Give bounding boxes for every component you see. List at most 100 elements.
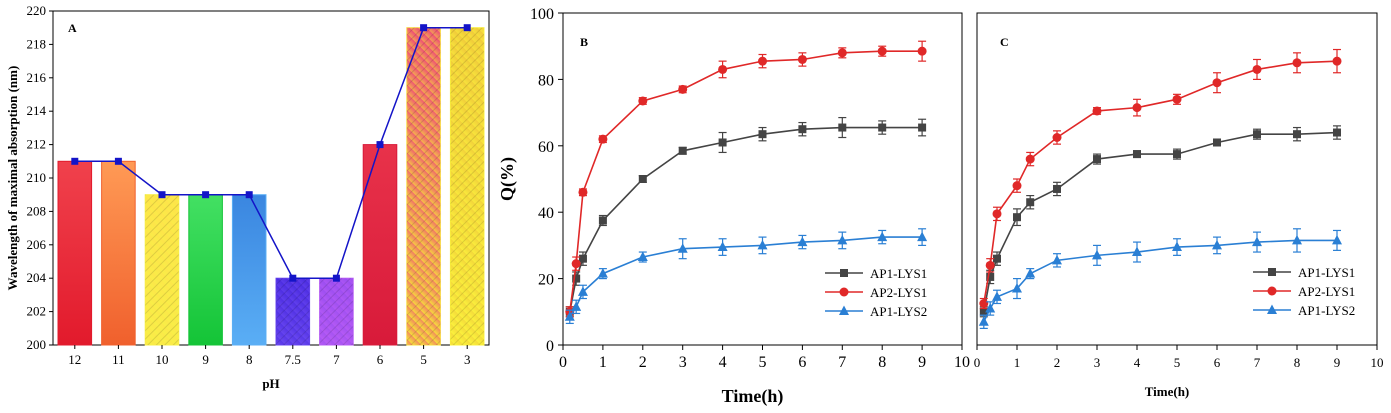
y-tick-label-a: 214 (27, 103, 47, 118)
x-tick-label-b: 6 (798, 354, 806, 371)
legend-marker (1267, 304, 1277, 314)
x-tick-label-a: 8 (246, 352, 253, 367)
data-point (1092, 249, 1102, 260)
bar-6 (362, 144, 398, 346)
data-point (598, 216, 607, 225)
panel-label-a: A (68, 21, 77, 35)
trend-marker-12 (71, 157, 79, 165)
data-point (1252, 64, 1262, 74)
legend-label: AP1-LYS1 (870, 266, 927, 281)
data-point (717, 241, 728, 252)
trend-marker-8 (245, 191, 253, 199)
data-point (1025, 268, 1036, 278)
series-b-AP1-LYS1 (565, 116, 927, 318)
series-c-AP1-LYS2 (978, 228, 1342, 329)
trend-line (74, 26, 468, 279)
trend-marker-11 (114, 157, 122, 165)
data-point (1332, 234, 1342, 245)
legend-label: AP1-LYS2 (870, 304, 927, 319)
data-point (917, 46, 927, 56)
x-tick-label-a: 12 (68, 352, 81, 367)
x-tick-label-b: 4 (719, 354, 727, 371)
data-point (718, 138, 727, 147)
data-point (1052, 254, 1062, 265)
x-tick-label-a: 11 (112, 352, 125, 367)
data-point (1172, 94, 1182, 104)
data-point (598, 134, 608, 144)
bar-12 (57, 160, 93, 346)
data-point (1332, 56, 1342, 66)
y-tick-label-a: 208 (27, 203, 47, 218)
bar-hatch-5 (406, 27, 441, 345)
series-c-AP1-LYS1 (979, 125, 1341, 318)
data-point (1173, 150, 1181, 159)
trend-marker-9 (202, 191, 210, 199)
data-point (1132, 246, 1142, 257)
x-tick-label-c: 10 (1371, 355, 1384, 370)
data-point (917, 231, 928, 242)
data-point (677, 243, 688, 253)
data-point (578, 187, 588, 197)
y-tick-label-a: 200 (27, 337, 47, 352)
data-point (758, 130, 767, 139)
legend-marker (839, 305, 849, 315)
trend-marker-10 (158, 191, 166, 199)
legend-marker (840, 269, 848, 277)
x-tick-label-b: 2 (639, 354, 647, 371)
panel-b: B0 1 2 3 4 5 6 7 8 9 10020406080100AP1-LYS1AP2-LYS… (497, 6, 970, 407)
bar-11 (101, 160, 136, 346)
data-point (1025, 154, 1035, 164)
y-tick-label-b: 20 (538, 272, 554, 289)
x-tick-label-c: 1 (1014, 355, 1021, 370)
x-tick-label-b: 8 (878, 354, 886, 371)
data-point (837, 234, 848, 245)
y-tick-label-a: 206 (27, 237, 47, 252)
y-tick-label-a: 218 (27, 36, 47, 51)
data-point (571, 259, 581, 269)
x-tick-label-c: 0 (974, 355, 981, 370)
x-axis-label-b: Time(h) (722, 386, 784, 407)
x-tick-label-a: 3 (464, 352, 471, 367)
data-point (678, 84, 688, 94)
x-tick-label-c: 7 (1254, 355, 1261, 370)
data-point (798, 125, 807, 134)
data-point (985, 260, 995, 270)
y-tick-label-b: 100 (530, 6, 554, 23)
x-tick-label-a: 9 (202, 352, 209, 367)
data-point (578, 254, 587, 263)
data-point (638, 96, 648, 106)
data-point (757, 239, 768, 250)
data-point (1253, 130, 1261, 139)
series-b-AP2-LYS1 (565, 40, 927, 318)
trend-marker-5 (420, 24, 428, 32)
data-point (1212, 239, 1222, 250)
data-point (985, 302, 996, 313)
legend-label: AP1-LYS1 (1298, 265, 1355, 280)
data-point (979, 299, 989, 308)
series-line (568, 50, 923, 312)
data-point (993, 254, 1001, 263)
data-point (577, 286, 588, 296)
data-point (1252, 236, 1262, 247)
data-point (978, 316, 989, 326)
data-point (1292, 234, 1302, 245)
data-point (877, 46, 887, 56)
trend-marker-3 (463, 24, 471, 32)
legend-label: AP2-LYS1 (1298, 284, 1355, 299)
data-point (837, 48, 847, 58)
trend-marker-7 (332, 274, 340, 282)
legend-label: AP2-LYS1 (870, 285, 927, 300)
data-point (1053, 184, 1061, 193)
data-point (572, 274, 581, 283)
data-point (992, 291, 1002, 301)
x-tick-label-a: 5 (420, 352, 427, 367)
x-tick-label-c: 9 (1334, 355, 1341, 370)
data-point (838, 123, 847, 132)
data-point (564, 311, 575, 321)
data-point (797, 236, 808, 247)
data-point (1293, 130, 1301, 139)
trend-marker-6 (376, 141, 384, 149)
x-tick-label-c: 4 (1134, 355, 1141, 370)
data-point (979, 307, 988, 316)
